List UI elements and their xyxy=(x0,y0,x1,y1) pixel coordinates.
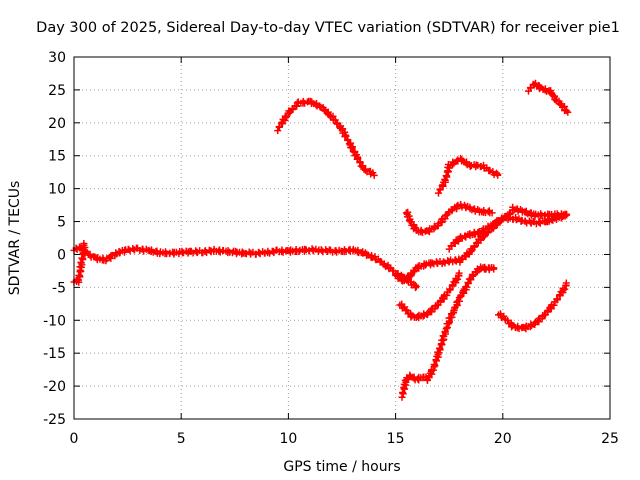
data-point xyxy=(466,203,483,216)
x-axis-label: GPS time / hours xyxy=(283,459,400,475)
data-point xyxy=(488,209,496,217)
data-point xyxy=(467,235,485,255)
data-point xyxy=(477,161,494,175)
data-point xyxy=(74,241,89,286)
y-tick-label: -15 xyxy=(43,346,66,362)
data-point xyxy=(80,240,88,247)
y-tick-label: 0 xyxy=(57,247,66,263)
data-point xyxy=(495,310,509,324)
data-marks xyxy=(70,79,572,401)
data-point xyxy=(531,311,548,328)
x-tick-label: 20 xyxy=(494,431,512,447)
data-point xyxy=(274,109,292,135)
data-point xyxy=(552,97,565,109)
y-axis-label: SDTVAR / TECUs xyxy=(7,181,23,296)
data-point xyxy=(477,225,496,241)
data-point xyxy=(424,301,441,319)
data-point xyxy=(445,304,459,325)
y-tick-label: 15 xyxy=(48,149,66,165)
data-point xyxy=(434,208,453,230)
series-arc-11 xyxy=(525,79,572,116)
data-point xyxy=(406,371,419,384)
x-tick-label: 5 xyxy=(177,431,186,447)
data-point xyxy=(327,112,345,132)
data-point xyxy=(490,264,498,272)
data-point xyxy=(564,108,572,116)
y-tick-label: 25 xyxy=(48,83,66,99)
y-tick-label: 10 xyxy=(48,182,66,198)
data-point xyxy=(424,363,438,384)
axis-ticks: 0 5 10 15 20 25 -25 -20 -15 -10 -5 0 5 10 15 20 25 30 xyxy=(43,50,619,447)
data-point xyxy=(316,103,334,120)
y-tick-label: -20 xyxy=(43,379,66,395)
y-tick-label: 20 xyxy=(48,116,66,132)
data-point xyxy=(542,214,559,226)
data-point xyxy=(414,373,427,384)
y-tick-label: 30 xyxy=(48,50,66,66)
data-point xyxy=(102,249,120,265)
data-point xyxy=(348,144,367,171)
series-arc-5 xyxy=(392,255,464,285)
series-arc-3 xyxy=(398,263,498,401)
data-point xyxy=(380,260,398,275)
data-point xyxy=(563,211,571,219)
data-point xyxy=(478,207,494,217)
series-arc-6 xyxy=(402,201,496,236)
data-point xyxy=(421,259,436,269)
data-point xyxy=(494,170,502,178)
data-point xyxy=(338,125,356,151)
series-arc-7 xyxy=(435,154,502,197)
plot-frame xyxy=(73,56,611,420)
series-arc-early xyxy=(70,240,89,286)
y-tick-label: -10 xyxy=(43,313,66,329)
series-arc-8 xyxy=(445,203,570,253)
data-point xyxy=(504,316,516,331)
data-point xyxy=(444,156,462,169)
data-point xyxy=(562,279,570,287)
data-point xyxy=(370,171,378,179)
grid xyxy=(74,57,610,419)
y-tick-label: -25 xyxy=(43,412,66,428)
data-point xyxy=(412,283,420,291)
data-point xyxy=(360,165,377,178)
chart-title: Day 300 of 2025, Sidereal Day-to-day VTE… xyxy=(36,20,620,36)
series-arc-10 xyxy=(495,279,570,333)
data-point xyxy=(559,103,570,115)
data-point xyxy=(82,248,99,261)
data-point xyxy=(456,248,474,266)
data-point xyxy=(408,312,420,321)
data-point xyxy=(285,99,301,117)
data-point xyxy=(445,235,463,253)
y-tick-label: 5 xyxy=(57,215,66,231)
y-tick-label: -5 xyxy=(52,280,66,296)
data-point xyxy=(541,298,559,319)
x-tick-label: 15 xyxy=(387,431,405,447)
data-point xyxy=(525,80,538,95)
data-point xyxy=(434,288,452,309)
data-point xyxy=(455,269,463,277)
x-tick-label: 0 xyxy=(70,431,79,447)
series-arc-4 xyxy=(396,269,463,322)
data-point xyxy=(398,376,410,401)
data-point xyxy=(439,318,453,344)
series-arc-2 xyxy=(274,97,378,179)
data-point xyxy=(307,97,323,110)
series-arc-main xyxy=(70,243,420,292)
data-point xyxy=(451,294,463,311)
data-point xyxy=(359,249,376,262)
series-arc-9 xyxy=(456,210,571,266)
data-point xyxy=(553,281,570,304)
x-tick-label: 25 xyxy=(601,431,619,447)
data-point xyxy=(547,87,559,103)
x-tick-label: 10 xyxy=(279,431,297,447)
